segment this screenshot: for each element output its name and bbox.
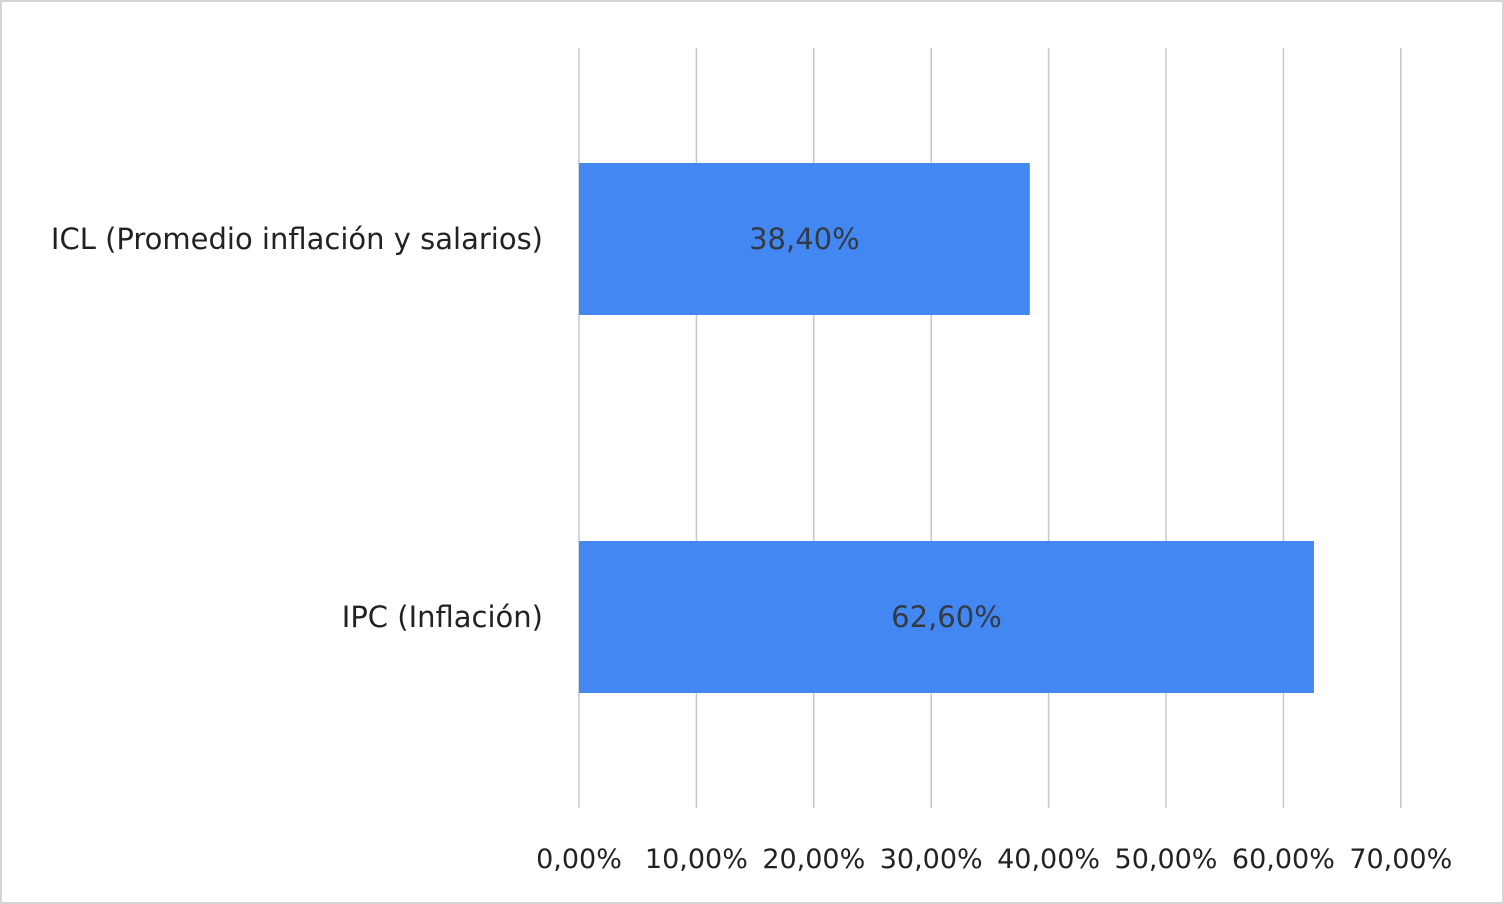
x-tick-label: 30,00% — [880, 844, 983, 875]
category-labels: ICL (Promedio inflación y salarios) IPC (… — [51, 222, 543, 634]
data-label: 62,60% — [891, 600, 1002, 634]
x-tick-label: 70,00% — [1349, 844, 1452, 875]
x-tick-label: 40,00% — [997, 844, 1100, 875]
x-tick-labels: 0,00% 10,00% 20,00% 30,00% 40,00% 50,00% 60,00… — [536, 844, 1452, 875]
bars: 38,40% 62,60% — [579, 163, 1314, 693]
category-label: ICL (Promedio inflación y salarios) — [51, 222, 543, 256]
x-tick-label: 50,00% — [1115, 844, 1218, 875]
category-label: IPC (Inflación) — [342, 600, 543, 634]
bar — [579, 541, 1314, 693]
x-tick-label: 20,00% — [762, 844, 865, 875]
x-tick-label: 0,00% — [536, 844, 622, 875]
gridlines — [578, 48, 1402, 808]
x-tick-label: 10,00% — [645, 844, 748, 875]
data-label: 38,40% — [749, 222, 860, 256]
x-tick-label: 60,00% — [1232, 844, 1335, 875]
bar — [579, 163, 1030, 315]
